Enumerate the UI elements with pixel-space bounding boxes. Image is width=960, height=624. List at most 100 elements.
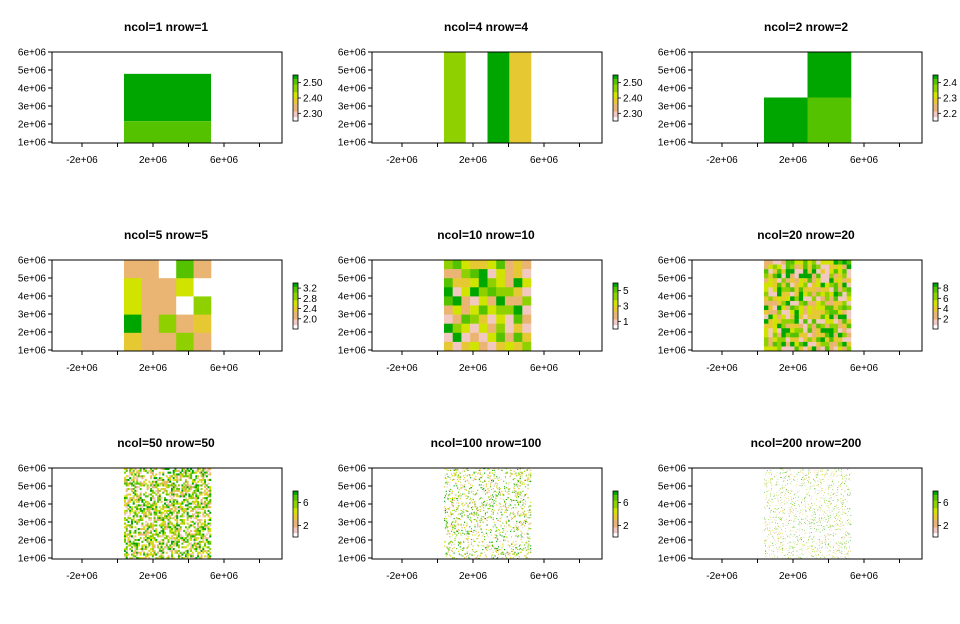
raster-cell <box>471 554 473 556</box>
raster-cell <box>478 478 480 481</box>
raster-cell <box>830 514 831 516</box>
raster-cell <box>468 492 470 494</box>
raster-cell <box>146 508 149 511</box>
raster-cell <box>793 534 795 536</box>
raster-cell <box>777 548 779 550</box>
raster-cell <box>477 545 480 547</box>
raster-cell <box>780 477 782 478</box>
raster-cell <box>765 522 767 524</box>
raster-cell <box>832 489 833 491</box>
raster-cell <box>457 468 459 471</box>
raster-cell <box>484 551 486 553</box>
raster-cell <box>174 486 177 489</box>
raster-cell <box>530 528 532 530</box>
raster-cell <box>768 337 773 343</box>
raster-cell <box>797 543 798 545</box>
raster-cell <box>503 539 505 542</box>
raster-cell <box>835 523 837 525</box>
raster-cell <box>141 332 160 352</box>
raster-cell <box>805 489 807 491</box>
raster-cell <box>517 527 519 529</box>
raster-cell <box>795 533 797 535</box>
raster-cell <box>794 269 800 274</box>
raster-cell <box>780 532 781 534</box>
legend-swatch <box>613 327 618 330</box>
raster-cell <box>794 264 800 270</box>
legend-swatch <box>613 527 618 530</box>
raster-cell <box>830 494 831 496</box>
raster-cell <box>784 530 786 532</box>
raster-cell <box>197 513 200 516</box>
raster-cell <box>148 535 151 538</box>
raster-cell <box>186 538 189 542</box>
raster-cell <box>848 478 850 479</box>
raster-cell <box>777 538 778 540</box>
raster-cell <box>451 501 453 503</box>
raster-cell <box>455 472 457 474</box>
raster-cell <box>513 341 523 352</box>
raster-cell <box>811 332 817 338</box>
raster-cell <box>456 498 458 500</box>
raster-cell <box>151 495 154 498</box>
raster-cell <box>139 495 142 498</box>
raster-cell <box>814 519 815 521</box>
raster-cell <box>525 493 527 495</box>
raster-cell <box>124 518 126 522</box>
legend-swatch <box>933 533 938 536</box>
raster-cell <box>150 504 153 507</box>
legend-swatch <box>293 88 298 91</box>
raster-cell <box>444 509 446 512</box>
raster-cell <box>849 523 851 525</box>
raster-cell <box>144 520 147 523</box>
raster-cell <box>530 477 532 479</box>
raster-cell <box>475 506 477 508</box>
raster-cell <box>170 482 173 485</box>
raster-cell <box>459 477 461 479</box>
raster-cell <box>195 495 198 498</box>
raster-cell <box>146 540 149 543</box>
raster-cell <box>153 475 156 478</box>
raster-cell <box>770 533 771 535</box>
raster-cell <box>790 497 792 499</box>
raster-cell <box>837 523 838 525</box>
raster-cell <box>770 517 772 518</box>
raster-cell <box>844 476 845 478</box>
raster-cell <box>158 540 161 543</box>
raster-cell <box>127 517 130 520</box>
raster-cell <box>204 511 207 514</box>
raster-cell <box>470 260 480 270</box>
raster-cell <box>520 506 522 508</box>
raster-cell <box>524 483 526 485</box>
raster-cell <box>503 553 505 555</box>
raster-cell <box>137 515 140 518</box>
raster-cell <box>807 341 813 347</box>
raster-cell <box>770 473 772 475</box>
raster-cell <box>453 557 455 559</box>
raster-cell <box>810 545 812 547</box>
raster-cell <box>848 549 850 551</box>
raster-cell <box>794 341 800 347</box>
raster-cell <box>766 497 767 499</box>
raster-cell <box>530 511 532 513</box>
raster-cell <box>780 518 782 520</box>
raster-cell <box>504 323 514 334</box>
raster-cell <box>148 517 151 520</box>
raster-cell <box>521 548 523 551</box>
raster-cell <box>475 471 477 473</box>
legend-swatch <box>613 111 618 114</box>
raster-cell <box>819 519 820 521</box>
raster-cell <box>470 491 473 493</box>
raster-cell <box>505 508 507 511</box>
raster-cell <box>177 533 180 536</box>
raster-cell <box>181 493 184 496</box>
raster-cell <box>794 543 796 545</box>
raster-cell <box>768 489 770 491</box>
raster-cell <box>834 518 836 519</box>
raster-cell <box>814 535 816 537</box>
raster-cell <box>183 500 186 503</box>
raster-cell <box>813 516 815 518</box>
raster-cell <box>202 469 205 472</box>
raster-cell <box>489 545 491 547</box>
raster-cell <box>153 546 156 549</box>
raster-cell <box>190 488 193 491</box>
